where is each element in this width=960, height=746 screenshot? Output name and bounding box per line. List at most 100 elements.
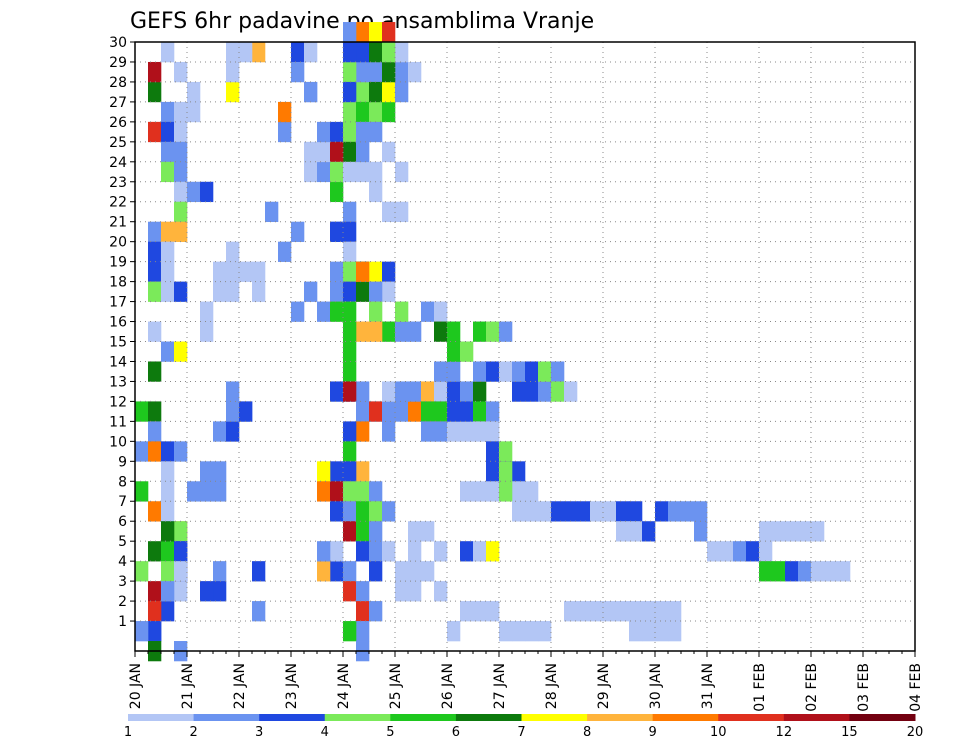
heatmap-cell <box>486 601 500 622</box>
heatmap-cell <box>512 621 526 642</box>
y-tick-label: 26 <box>109 115 127 131</box>
heatmap-cell <box>720 541 734 562</box>
heatmap-cell <box>382 141 396 163</box>
heatmap-cell <box>408 61 422 83</box>
heatmap-cell <box>330 541 344 562</box>
heatmap-cell <box>356 501 370 522</box>
heatmap-cell <box>135 561 149 582</box>
heatmap-cell <box>174 161 188 183</box>
heatmap-cell <box>746 541 760 562</box>
heatmap-cell <box>226 381 240 402</box>
y-tick-label: 9 <box>118 454 127 470</box>
heatmap-cell <box>330 261 344 282</box>
heatmap-cell <box>655 621 669 642</box>
y-tick-label: 24 <box>109 155 127 171</box>
heatmap-cell <box>642 621 656 642</box>
heatmap-cell <box>291 42 305 63</box>
heatmap-cell <box>161 501 175 522</box>
x-tick-label: 01 FEB <box>752 663 768 712</box>
heatmap-cell <box>707 541 721 562</box>
heatmap-cell <box>369 22 383 43</box>
heatmap-cell <box>356 381 370 402</box>
legend-swatch <box>783 714 850 721</box>
heatmap-cell <box>148 401 162 422</box>
heatmap-cell <box>200 481 214 502</box>
heatmap-cell <box>343 121 357 143</box>
legend-label: 8 <box>583 725 591 740</box>
x-tick-label: 27 JAN <box>492 663 508 709</box>
heatmap-cell <box>226 261 240 282</box>
heatmap-cell <box>629 521 643 542</box>
heatmap-cell <box>174 201 188 223</box>
heatmap-cell <box>395 81 409 103</box>
heatmap-cell <box>564 381 578 402</box>
heatmap-cell <box>317 121 331 143</box>
y-tick-label: 25 <box>109 135 127 151</box>
heatmap-cell <box>343 501 357 522</box>
heatmap-cell <box>343 561 357 582</box>
heatmap-cell <box>161 241 175 262</box>
heatmap-cell <box>213 581 227 602</box>
heatmap-cell <box>317 161 331 183</box>
legend-swatch <box>455 714 522 721</box>
heatmap-cell <box>486 421 500 442</box>
heatmap-cell <box>382 101 396 123</box>
heatmap-cell <box>187 101 201 123</box>
heatmap-cell <box>161 281 175 302</box>
heatmap-cell <box>486 361 500 382</box>
heatmap-cell <box>382 541 396 562</box>
x-tick-label: 26 JAN <box>440 663 456 709</box>
heatmap-cell <box>174 561 188 582</box>
y-tick-label: 18 <box>109 275 127 291</box>
heatmap-cell <box>460 601 474 622</box>
heatmap-cell <box>161 141 175 163</box>
heatmap-cell <box>226 61 240 83</box>
heatmap-cell <box>174 141 188 163</box>
heatmap-cell <box>460 421 474 442</box>
heatmap-cell <box>148 541 162 562</box>
heatmap-cell <box>148 621 162 642</box>
heatmap-cell <box>616 501 630 522</box>
heatmap-cell <box>330 181 344 203</box>
heatmap-cell <box>434 581 448 602</box>
heatmap-cell <box>382 501 396 522</box>
heatmap-cell <box>343 341 357 362</box>
y-tick-label: 20 <box>109 235 127 251</box>
heatmap-cell <box>837 561 851 582</box>
heatmap-cell <box>473 361 487 382</box>
heatmap-cell <box>382 22 396 43</box>
heatmap-cell <box>551 381 565 402</box>
heatmap-cell <box>161 581 175 602</box>
heatmap-cell <box>356 421 370 442</box>
heatmap-cell <box>356 601 370 622</box>
heatmap-cell <box>369 261 383 282</box>
heatmap-cell <box>525 501 539 522</box>
heatmap-cell <box>330 501 344 522</box>
heatmap-cell <box>330 481 344 502</box>
heatmap-cell <box>512 361 526 382</box>
y-tick-label: 28 <box>109 75 127 91</box>
heatmap-cell <box>161 461 175 482</box>
heatmap-cell <box>317 481 331 502</box>
heatmap-cell <box>434 421 448 442</box>
heatmap-cell <box>356 321 370 342</box>
y-tick-label: 14 <box>109 354 127 370</box>
heatmap-cell <box>512 501 526 522</box>
x-tick-label: 28 JAN <box>544 663 560 709</box>
heatmap-cell <box>148 421 162 442</box>
heatmap-cell <box>616 601 630 622</box>
heatmap-cell <box>148 281 162 302</box>
heatmap-cell <box>460 381 474 402</box>
heatmap-cell <box>187 181 201 203</box>
heatmap-cell <box>772 561 786 582</box>
heatmap-cell <box>434 361 448 382</box>
heatmap-cell <box>187 81 201 103</box>
heatmap-cell <box>213 561 227 582</box>
heatmap-cell <box>343 381 357 402</box>
heatmap-cell <box>356 22 370 43</box>
heatmap-cell <box>408 321 422 342</box>
heatmap-cell <box>395 42 409 63</box>
heatmap-cell <box>356 521 370 542</box>
